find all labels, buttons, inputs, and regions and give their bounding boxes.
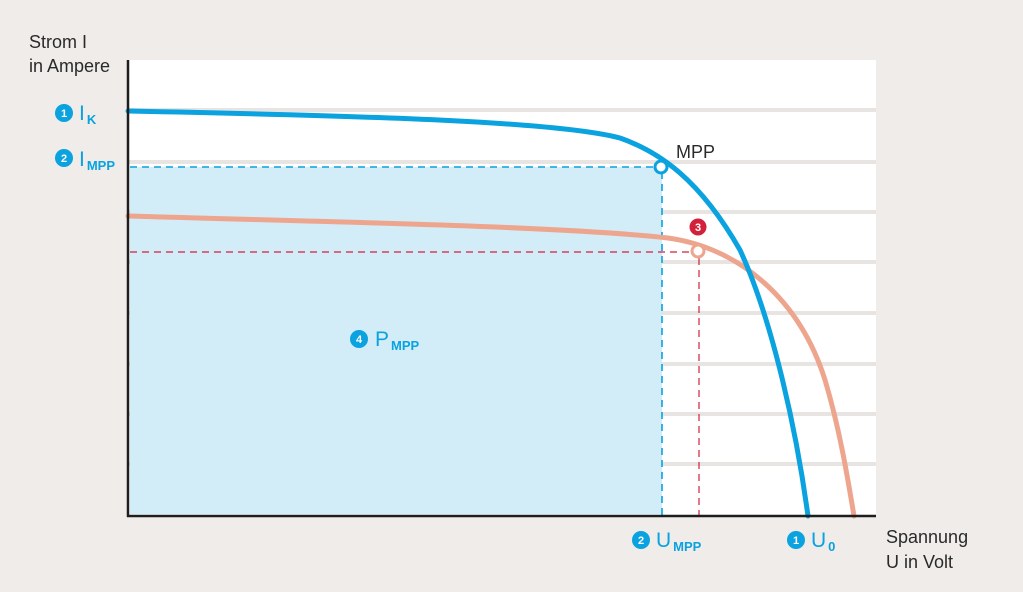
umpp-text: U MPP [656,529,702,554]
pmpp-badge-number: 4 [356,334,363,346]
pmpp-badge [350,330,368,348]
impp-text: I MPP [79,148,115,173]
x-axis-title-line2: U in Volt [886,552,953,572]
umpp-label: 2 U MPP [632,529,702,554]
point3-badge [689,218,707,236]
impp-label: 2 I MPP [55,148,115,173]
salmon-iv-curve [125,213,857,519]
blue-iv-curve [125,108,811,519]
mpp-point-marker [653,159,669,175]
y-axis-title-line1: Strom I [29,32,87,52]
point3-badge-number: 3 [695,222,701,234]
ik-badge [55,104,73,122]
y-axis-title-line2: in Ampere [29,56,110,76]
pmpp-label: 4 P MPP [350,328,420,353]
mpp-point-label: MPP [676,142,715,162]
impp-badge-number: 2 [61,153,67,165]
point3-marker [690,243,706,259]
umpp-badge [632,531,650,549]
u0-badge [787,531,805,549]
impp-badge [55,149,73,167]
umpp-badge-number: 2 [638,535,644,547]
x-axis-title-line1: Spannung [886,527,968,547]
pmpp-text: P MPP [375,328,420,353]
u0-badge-number: 1 [793,535,799,547]
ik-badge-number: 1 [61,108,67,120]
